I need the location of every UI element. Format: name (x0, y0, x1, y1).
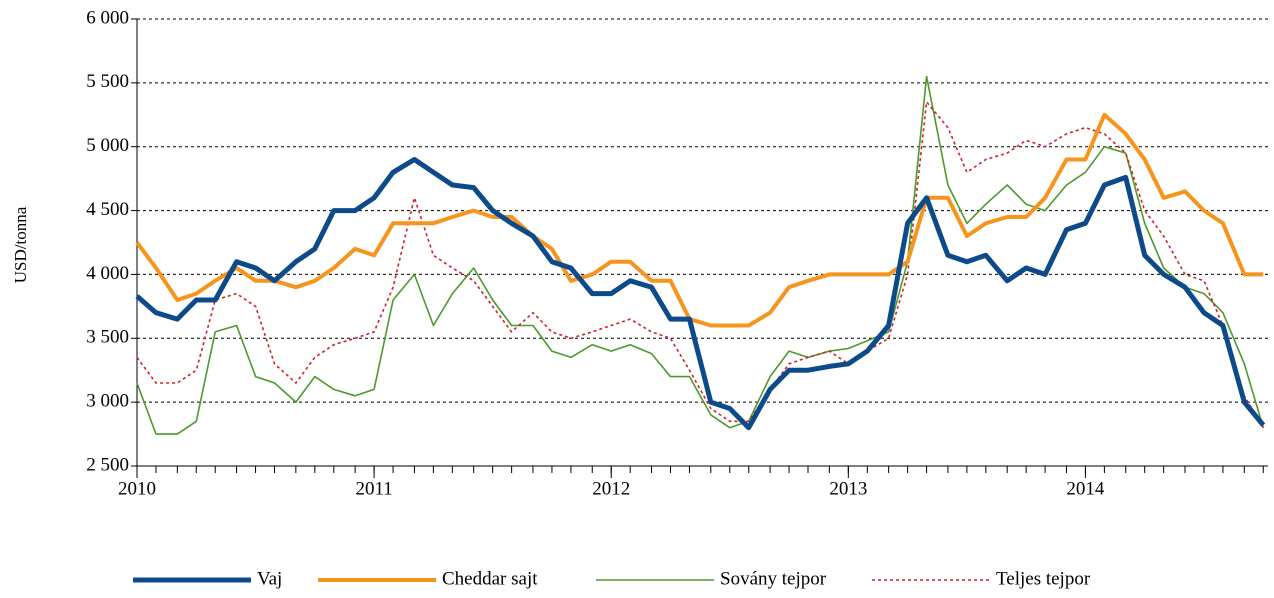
legend-label: Sovány tejpor (720, 568, 827, 589)
y-tick-label: 3 500 (86, 327, 129, 348)
x-tick-label: 2010 (118, 478, 156, 499)
y-axis-label: USD/tonna (11, 206, 30, 283)
y-tick-label: 3 000 (86, 391, 129, 412)
x-tick-label: 2011 (355, 478, 392, 499)
y-tick-label: 5 000 (86, 135, 129, 156)
series-line (135, 157, 1266, 431)
legend-label: Teljes tejpor (996, 568, 1091, 589)
y-tick-label: 6 000 (86, 7, 129, 28)
series-line (136, 75, 1265, 435)
y-tick-label: 2 500 (86, 454, 129, 475)
y-tick-label: 4 000 (86, 263, 129, 284)
y-tick-label: 5 500 (86, 71, 129, 92)
legend-label: Vaj (257, 568, 282, 589)
y-tick-label: 4 500 (86, 199, 129, 220)
legend-label: Cheddar sajt (442, 568, 538, 589)
x-tick-label: 2013 (829, 478, 867, 499)
x-tick-label: 2012 (592, 478, 630, 499)
series-line (136, 101, 1264, 429)
x-tick-label: 2014 (1066, 478, 1105, 499)
series-line (135, 112, 1264, 328)
